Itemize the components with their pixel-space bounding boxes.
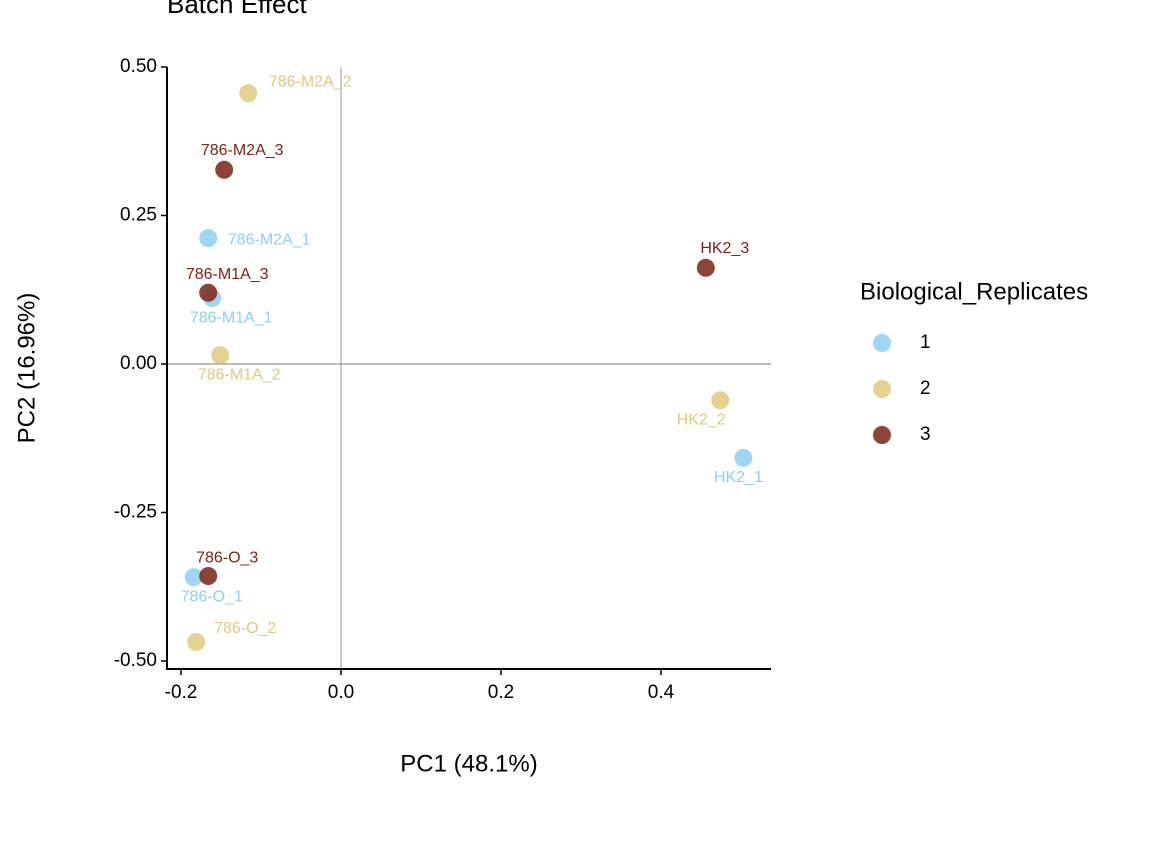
legend-marker <box>873 380 891 398</box>
point-label: 786-O_1 <box>181 588 243 605</box>
point <box>696 258 715 277</box>
x-axis-label: PC1 (48.1%) <box>400 750 537 777</box>
y-tick-label: 0.50 <box>120 56 157 77</box>
point-label: HK2_2 <box>677 411 726 428</box>
y-tick-label: -0.25 <box>114 502 157 523</box>
point-label: HK2_1 <box>714 469 763 486</box>
y-tick-label: 0.00 <box>120 353 157 374</box>
legend-label: 2 <box>920 378 931 399</box>
point <box>184 568 203 587</box>
x-tick-label: -0.2 <box>165 682 198 703</box>
x-tick-label: 0.2 <box>488 682 514 703</box>
legend-title: Biological_Replicates <box>860 278 1088 305</box>
point <box>211 346 230 365</box>
point-label: 786-O_3 <box>196 549 258 566</box>
legend-marker <box>873 426 891 444</box>
point-label: 786-M1A_3 <box>186 266 269 283</box>
y-tick-label: 0.25 <box>120 205 157 226</box>
point-label: 786-M2A_2 <box>269 73 352 90</box>
point <box>734 448 753 467</box>
point-label: HK2_3 <box>700 240 749 257</box>
point <box>239 84 258 103</box>
point-label: 786-M1A_2 <box>198 366 281 383</box>
point-label: 786-M2A_3 <box>201 142 284 159</box>
point-label: 786-M2A_1 <box>228 231 311 248</box>
y-tick-label: -0.50 <box>114 650 157 671</box>
point <box>187 632 206 651</box>
legend-marker <box>873 334 891 352</box>
point <box>199 567 218 586</box>
y-axis-label: PC2 (16.96%) <box>13 293 40 444</box>
point <box>215 160 234 179</box>
x-tick-label: 0.4 <box>648 682 675 703</box>
point <box>199 229 218 248</box>
point-label: 786-O_2 <box>214 620 276 637</box>
point <box>711 391 730 410</box>
point <box>199 283 218 302</box>
legend-label: 3 <box>920 424 931 445</box>
legend-label: 1 <box>920 332 931 353</box>
chart-title: Batch Effect <box>167 0 307 19</box>
x-tick-label: 0.0 <box>328 682 354 703</box>
point-label: 786-M1A_1 <box>190 309 273 326</box>
